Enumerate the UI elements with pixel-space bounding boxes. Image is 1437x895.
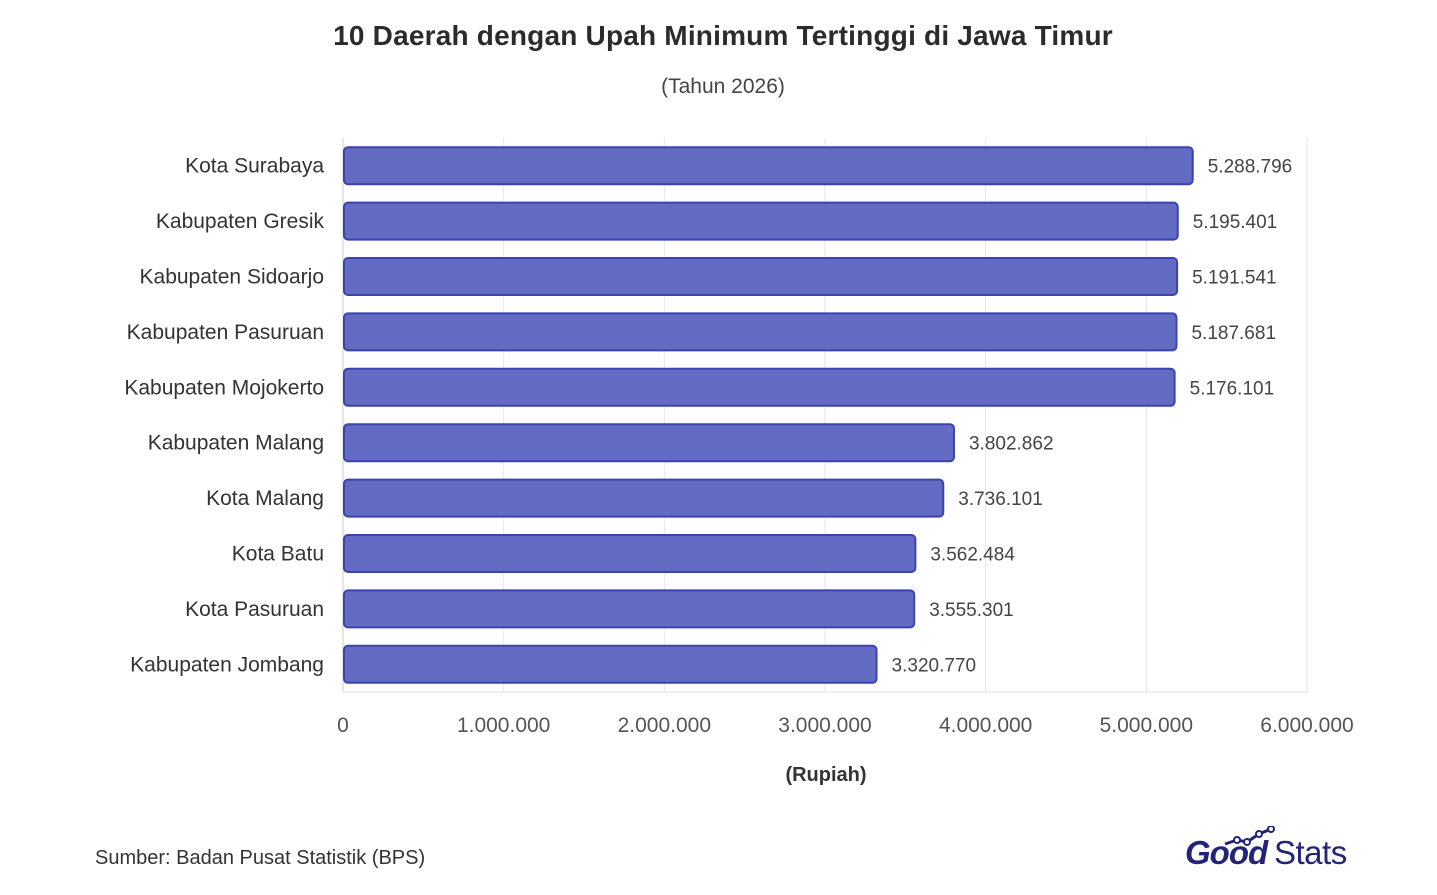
data-label: 3.320.770 bbox=[892, 655, 977, 676]
category-label: Kota Surabaya bbox=[185, 155, 324, 178]
category-label: Kabupaten Sidoarjo bbox=[140, 266, 324, 289]
data-label: 3.555.301 bbox=[929, 600, 1014, 621]
category-labels: Kota Surabaya Kabupaten Gresik Kabupaten S… bbox=[124, 155, 324, 677]
x-tick-label: 0 bbox=[337, 714, 349, 737]
bar bbox=[343, 257, 1179, 296]
x-tick-label: 6.000.000 bbox=[1260, 714, 1353, 737]
bar-chart: Kota Surabaya Kabupaten Gresik Kabupaten S… bbox=[124, 138, 1354, 786]
category-label: Kota Pasuruan bbox=[185, 598, 324, 621]
data-label: 5.191.541 bbox=[1192, 268, 1277, 289]
data-label: 5.288.796 bbox=[1208, 157, 1293, 178]
bar bbox=[343, 423, 955, 463]
data-label: 5.176.101 bbox=[1190, 378, 1275, 399]
data-label: 5.195.401 bbox=[1193, 212, 1278, 233]
source-note: Sumber: Badan Pusat Statistik (BPS) bbox=[95, 847, 426, 869]
x-tick-label: 1.000.000 bbox=[457, 714, 550, 737]
bar bbox=[343, 534, 917, 573]
category-label: Kota Malang bbox=[206, 487, 324, 510]
bar bbox=[343, 478, 945, 518]
x-tick-label: 2.000.000 bbox=[618, 714, 711, 737]
data-label: 3.802.862 bbox=[969, 434, 1054, 455]
category-label: Kabupaten Mojokerto bbox=[124, 376, 324, 399]
logo-text-good: Good bbox=[1185, 834, 1268, 871]
goodstats-logo: Good Stats bbox=[1185, 826, 1360, 876]
data-label: 5.187.681 bbox=[1191, 323, 1276, 344]
bar bbox=[343, 644, 878, 684]
data-label: 3.562.484 bbox=[930, 545, 1015, 566]
category-label: Kabupaten Pasuruan bbox=[127, 321, 324, 344]
category-label: Kabupaten Gresik bbox=[156, 210, 325, 233]
bar bbox=[343, 201, 1179, 241]
logo-text-stats: Stats bbox=[1274, 834, 1347, 871]
bar bbox=[343, 589, 916, 629]
bar bbox=[343, 146, 1194, 186]
x-tick-label: 4.000.000 bbox=[939, 714, 1032, 737]
chart-subtitle: (Tahun 2026) bbox=[661, 75, 785, 98]
bar bbox=[343, 312, 1178, 352]
category-label: Kabupaten Jombang bbox=[130, 653, 324, 676]
x-tick-label: 3.000.000 bbox=[778, 714, 871, 737]
value-labels: 5.288.796 5.195.401 5.191.541 5.187.681 5.17… bbox=[892, 157, 1293, 677]
chart-title: 10 Daerah dengan Upah Minimum Tertinggi … bbox=[333, 20, 1113, 51]
category-label: Kota Batu bbox=[232, 543, 324, 566]
bars bbox=[343, 146, 1194, 684]
data-label: 3.736.101 bbox=[958, 489, 1043, 510]
trend-line-icon bbox=[1224, 826, 1275, 846]
x-axis-ticks: 0 1.000.000 2.000.000 3.000.000 4.000.000 5.0… bbox=[337, 714, 1354, 737]
bar bbox=[343, 367, 1176, 407]
x-axis-title: (Rupiah) bbox=[785, 764, 866, 786]
category-label: Kabupaten Malang bbox=[148, 432, 324, 455]
x-tick-label: 5.000.000 bbox=[1100, 714, 1193, 737]
